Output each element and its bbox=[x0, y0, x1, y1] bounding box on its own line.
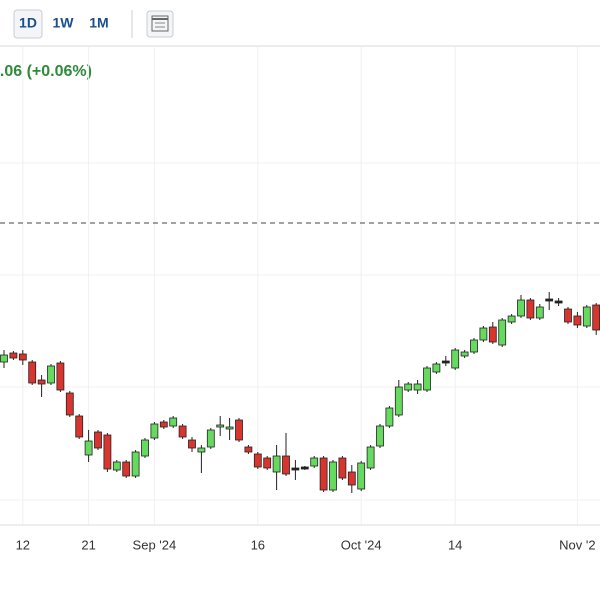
candle-body bbox=[423, 367, 431, 391]
candle-body bbox=[310, 457, 319, 467]
x-tick-label: 21 bbox=[81, 537, 95, 552]
candle-body bbox=[9, 352, 18, 359]
candle-body bbox=[216, 424, 225, 428]
candle-body bbox=[545, 298, 554, 302]
candle-body bbox=[150, 423, 159, 439]
x-tick-label: 14 bbox=[448, 537, 462, 552]
candle-body bbox=[564, 308, 572, 323]
active-button-frame bbox=[13, 9, 43, 39]
candle-body bbox=[197, 447, 206, 453]
candle-body bbox=[84, 440, 93, 456]
candle-body bbox=[103, 434, 112, 470]
x-tick-label: Oct '24 bbox=[341, 537, 382, 552]
interval-button[interactable]: 1W bbox=[53, 15, 75, 31]
candle-body bbox=[28, 361, 37, 384]
candle-body bbox=[366, 446, 375, 469]
x-tick-label: 16 bbox=[251, 537, 265, 552]
candle-body bbox=[188, 439, 196, 449]
candle-body bbox=[131, 451, 140, 477]
candle-body bbox=[178, 425, 187, 438]
candle-body bbox=[573, 315, 582, 326]
candle-body bbox=[488, 326, 497, 343]
candle-body bbox=[18, 353, 27, 361]
candle-body bbox=[244, 446, 253, 453]
candle-body bbox=[460, 351, 469, 357]
candle-body bbox=[94, 431, 102, 449]
candle-body bbox=[432, 363, 441, 373]
candle-body bbox=[169, 417, 178, 427]
candle-body bbox=[235, 419, 243, 441]
candle-body bbox=[159, 421, 168, 428]
candle-body bbox=[451, 349, 460, 369]
candle-body bbox=[441, 360, 450, 364]
candle-body bbox=[319, 457, 328, 491]
candle-body bbox=[225, 426, 234, 430]
candle-body bbox=[535, 306, 544, 319]
candle-body bbox=[263, 457, 272, 469]
candle-body bbox=[347, 471, 356, 486]
interval-button[interactable]: 1M bbox=[89, 15, 108, 31]
candle-body bbox=[56, 362, 65, 391]
candle-body bbox=[394, 386, 403, 416]
candle-body bbox=[75, 415, 84, 438]
toolbar bbox=[0, 0, 600, 46]
candle-body bbox=[300, 466, 309, 470]
candle-body bbox=[65, 392, 74, 416]
candle-body bbox=[47, 365, 55, 384]
candle-body bbox=[554, 300, 563, 304]
candle-body bbox=[282, 455, 290, 475]
candle-body bbox=[385, 407, 394, 427]
candle-body bbox=[329, 461, 337, 491]
candle-body bbox=[526, 299, 535, 319]
candle-body bbox=[141, 439, 149, 457]
candle-body bbox=[37, 379, 46, 385]
x-tick-label: 12 bbox=[16, 537, 30, 552]
candle-body bbox=[338, 457, 347, 479]
interval-button[interactable]: 1D bbox=[19, 15, 37, 31]
candle-body bbox=[498, 319, 507, 346]
candle-body bbox=[253, 453, 262, 468]
candle-body bbox=[404, 383, 413, 391]
candle-body bbox=[272, 455, 281, 473]
candle-body bbox=[206, 429, 215, 448]
candle-body bbox=[291, 467, 300, 471]
candle-body bbox=[592, 304, 600, 331]
candle-body bbox=[479, 327, 488, 341]
candle-body bbox=[582, 306, 591, 327]
candle-body bbox=[112, 461, 121, 471]
x-tick-label: Sep '24 bbox=[133, 537, 177, 552]
candle-body bbox=[122, 461, 131, 477]
price-change: 0.06 (+0.06%) bbox=[0, 63, 92, 80]
candle-body bbox=[517, 299, 525, 317]
candle-body bbox=[0, 354, 8, 363]
candle-body bbox=[470, 339, 478, 353]
candle-body bbox=[376, 425, 384, 447]
candle-body bbox=[413, 383, 422, 391]
candle-body bbox=[507, 315, 516, 323]
x-tick-label: Nov '2 bbox=[559, 537, 595, 552]
table-icon[interactable] bbox=[146, 10, 174, 38]
candle-body bbox=[357, 462, 366, 490]
